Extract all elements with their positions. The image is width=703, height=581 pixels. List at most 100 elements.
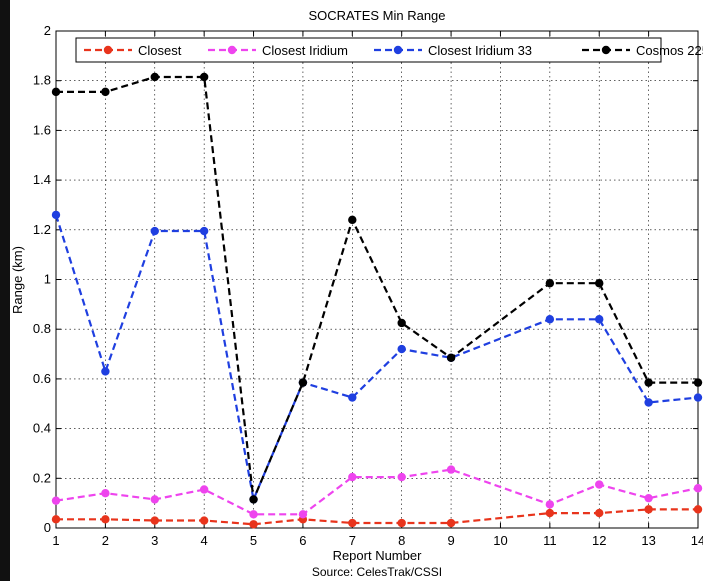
data-point [693, 505, 703, 514]
x-tick-label: 5 [250, 533, 257, 548]
data-point [397, 318, 406, 328]
source-caption: Source: CelesTrak/CSSI [312, 565, 442, 579]
data-point [397, 518, 406, 528]
data-point [397, 344, 406, 354]
data-point [644, 378, 653, 387]
x-tick-label: 12 [592, 533, 606, 548]
series-2 [51, 210, 703, 504]
data-point [249, 495, 258, 504]
data-point [595, 508, 604, 518]
grid [55, 30, 699, 529]
legend-swatch-marker [393, 45, 403, 55]
legend-box [75, 37, 662, 63]
data-point [199, 485, 209, 494]
x-tick-label: 14 [691, 533, 703, 548]
x-axis-title: Report Number [333, 548, 423, 563]
y-tick-label: 0.2 [33, 470, 51, 485]
x-tick-label: 6 [299, 533, 306, 548]
data-point [446, 518, 456, 528]
data-point [595, 315, 604, 324]
data-point [51, 210, 61, 220]
y-tick-label: 1.4 [33, 172, 51, 187]
x-tick-label: 11 [543, 533, 557, 548]
data-point [150, 516, 159, 525]
legend-item: Closest [84, 43, 182, 58]
legend-label: Closest Iridium [262, 43, 348, 58]
data-point [693, 484, 703, 493]
data-point [150, 72, 159, 82]
y-tick-label: 2 [44, 23, 51, 38]
legend-label: Closest [138, 43, 182, 58]
y-tick-label: 0.6 [33, 371, 51, 386]
data-point [348, 472, 357, 482]
data-point [644, 493, 653, 503]
image-edge-strip [0, 0, 10, 581]
y-tick-label: 0.8 [33, 321, 51, 336]
series-line [54, 214, 699, 504]
data-point [249, 520, 258, 529]
data-point [545, 500, 555, 509]
y-tick-label: 0.4 [33, 421, 51, 436]
data-point [446, 465, 456, 474]
data-point [348, 393, 357, 402]
chart-title: SOCRATES Min Range [308, 8, 445, 23]
y-tick-label: 1.8 [33, 73, 51, 88]
data-point [298, 378, 308, 387]
legend-item: Cosmos 2251 [582, 43, 703, 58]
y-tick-label: 1.6 [33, 122, 51, 137]
legend: Closest Closest Iridium Closest Iridium 33… [75, 37, 703, 63]
y-tick-label: 0 [44, 520, 51, 535]
series-line [55, 468, 699, 516]
data-point [595, 279, 604, 288]
data-point [397, 472, 406, 482]
x-tick-label: 10 [493, 533, 507, 548]
legend-item: Closest Iridium [208, 43, 348, 58]
legend-label: Cosmos 2251 [636, 43, 703, 58]
data-point [348, 215, 357, 225]
data-point [348, 518, 357, 528]
data-point [51, 496, 61, 505]
data-point [101, 87, 110, 97]
data-point [101, 367, 110, 376]
series-line [56, 75, 698, 504]
data-point [199, 516, 209, 525]
data-point [51, 515, 61, 524]
x-tick-label: 8 [398, 533, 405, 548]
data-point [150, 495, 159, 504]
data-point [545, 279, 555, 288]
y-axis-title: Range (km) [10, 246, 25, 314]
series-1 [51, 465, 703, 519]
data-point [595, 480, 604, 489]
data-point [51, 87, 61, 97]
x-tick-label: 4 [201, 533, 208, 548]
data-point [644, 398, 653, 407]
series-0 [51, 505, 703, 529]
series-layer [51, 72, 703, 529]
x-tick-label: 9 [447, 533, 454, 548]
data-point [545, 508, 555, 518]
data-point [545, 315, 555, 324]
x-tick-label: 13 [641, 533, 655, 548]
legend-item: Closest Iridium 33 [374, 43, 532, 58]
legend-swatch-marker [601, 45, 611, 55]
data-point [101, 515, 110, 524]
data-point [199, 72, 209, 82]
x-tick-label: 7 [349, 533, 356, 548]
series-3 [51, 72, 703, 504]
y-tick-label: 1.2 [33, 222, 51, 237]
legend-label: Closest Iridium 33 [428, 43, 532, 58]
data-point [298, 510, 308, 519]
x-tick-label: 2 [102, 533, 109, 548]
data-point [693, 378, 703, 387]
legend-swatch-marker [227, 45, 237, 55]
data-point [101, 489, 110, 498]
data-point [150, 226, 159, 236]
data-point [693, 393, 703, 402]
x-tick-label: 3 [151, 533, 158, 548]
y-tick-label: 1 [44, 272, 51, 287]
data-point [644, 505, 653, 514]
data-point [446, 353, 456, 362]
axis-ticks: 1 2 3 4 5 6 7 8 9 10 11 12 13 1400.20.40.60.811.21.41… [33, 23, 703, 548]
data-point [249, 510, 258, 519]
